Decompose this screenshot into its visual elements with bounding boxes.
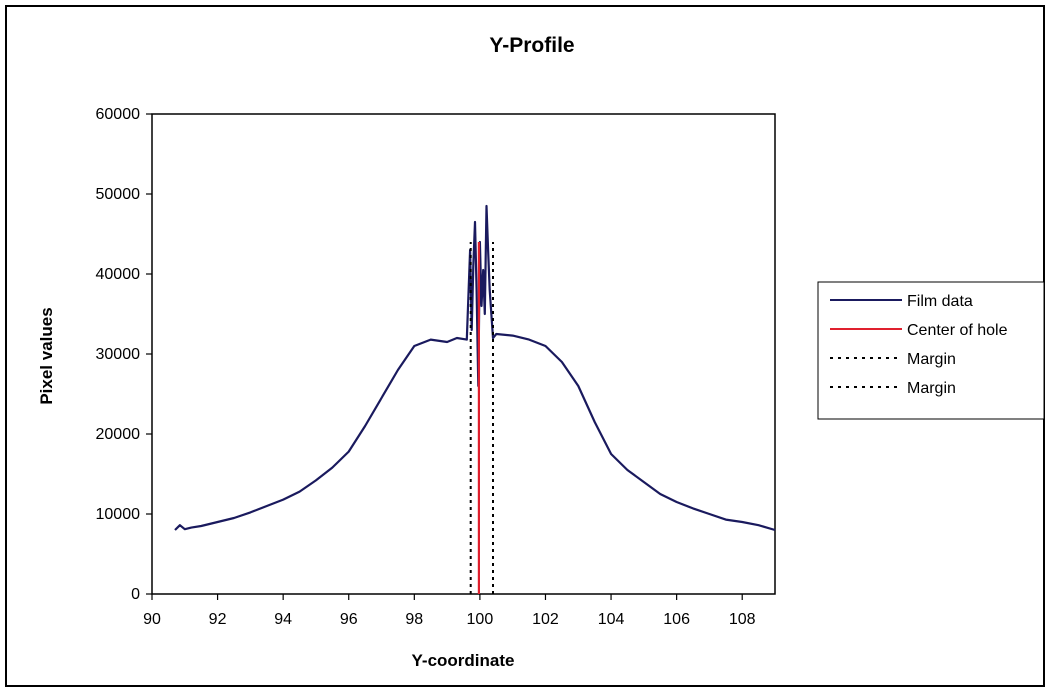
legend-box [817,281,1045,420]
series-layer [174,204,776,594]
y-tick-label: 60000 [96,106,141,123]
y-tick-label: 20000 [96,426,141,443]
x-tick-label: 94 [274,611,292,628]
x-axis-title: Y-coordinate [412,651,515,670]
x-tick-label: 90 [143,611,161,628]
y-tick-label: 30000 [96,346,141,363]
x-tick-label: 102 [532,611,559,628]
y-tick-label: 10000 [96,506,141,523]
x-axis: 90 92 94 96 98 100 102 104 106 108 [143,594,756,628]
y-axis: 0 10000 20000 30000 40000 50000 60000 [96,106,152,603]
chart-title: Y-Profile [489,34,574,57]
series-line-1 [174,204,776,532]
y-tick-label: 0 [131,586,140,603]
legend-label: Margin [907,380,956,397]
x-tick-label: 104 [598,611,625,628]
y-axis-title: Pixel values [37,307,56,404]
x-tick-label: 106 [663,611,690,628]
x-tick-label: 96 [340,611,358,628]
legend-label: Film data [907,293,973,310]
x-tick-label: 98 [405,611,423,628]
y-tick-label: 40000 [96,266,141,283]
legend-label: Margin [907,351,956,368]
x-tick-label: 92 [209,611,227,628]
x-tick-label: 108 [729,611,756,628]
legend: Film data Center of hole Margin Margin [817,281,1045,420]
y-tick-label: 50000 [96,186,141,203]
legend-label: Center of hole [907,322,1008,339]
x-tick-label: 100 [467,611,494,628]
